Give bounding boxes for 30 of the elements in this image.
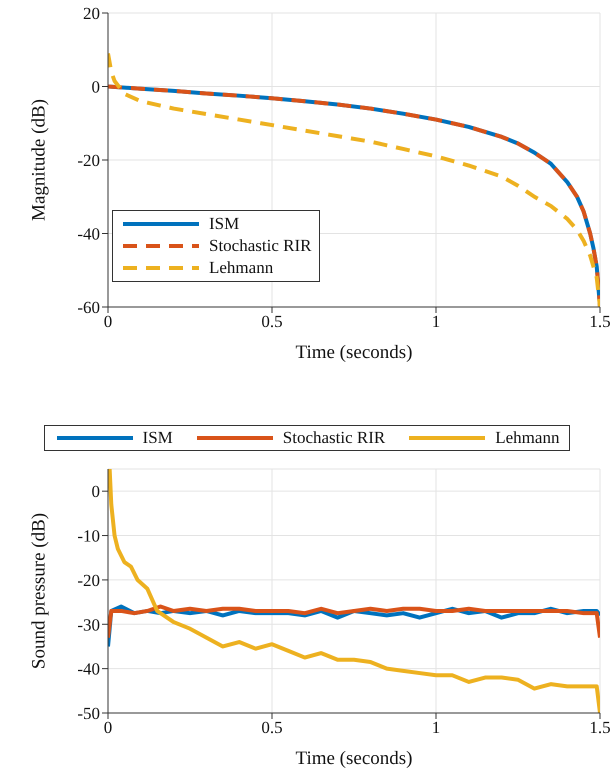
y-tick-label: 0 (92, 78, 100, 97)
x-tick-label: 0 (104, 718, 112, 738)
x-tick-label: 1 (432, 312, 440, 332)
y-tick-label: 20 (83, 4, 100, 24)
x-tick-label: 0 (104, 312, 112, 332)
legend-label: Stochastic RIR (209, 236, 312, 256)
y-tick-label: -50 (77, 704, 100, 724)
y-axis-title: Sound pressure (dB) (28, 512, 50, 670)
y-axis-title: Magnitude (dB) (28, 99, 50, 221)
x-tick-label: 0.5 (261, 312, 283, 332)
x-axis-title: Time (seconds) (296, 342, 412, 363)
line-series (108, 604, 600, 640)
y-tick-label: -40 (77, 660, 100, 679)
x-tick-label: 1.5 (589, 312, 611, 332)
legend-label: ISM (142, 428, 173, 448)
legend-label: Lehmann (209, 258, 274, 278)
legend-label: ISM (209, 214, 240, 234)
x-tick-label: 0.5 (261, 718, 283, 738)
y-tick-label: 0 (92, 482, 100, 502)
legend-label: Stochastic RIR (282, 428, 386, 448)
y-tick-label: -30 (77, 615, 100, 634)
y-tick-label: -10 (77, 526, 100, 546)
y-tick-label: -60 (77, 298, 100, 318)
y-tick-label: -20 (77, 151, 100, 170)
y-tick-label: -40 (77, 224, 100, 244)
x-tick-label: 1 (432, 718, 440, 738)
x-axis-title: Time (seconds) (296, 748, 412, 769)
y-tick-label: -20 (77, 570, 100, 590)
legend-label: Lehmann (495, 428, 560, 448)
x-tick-label: 1.5 (589, 718, 611, 738)
